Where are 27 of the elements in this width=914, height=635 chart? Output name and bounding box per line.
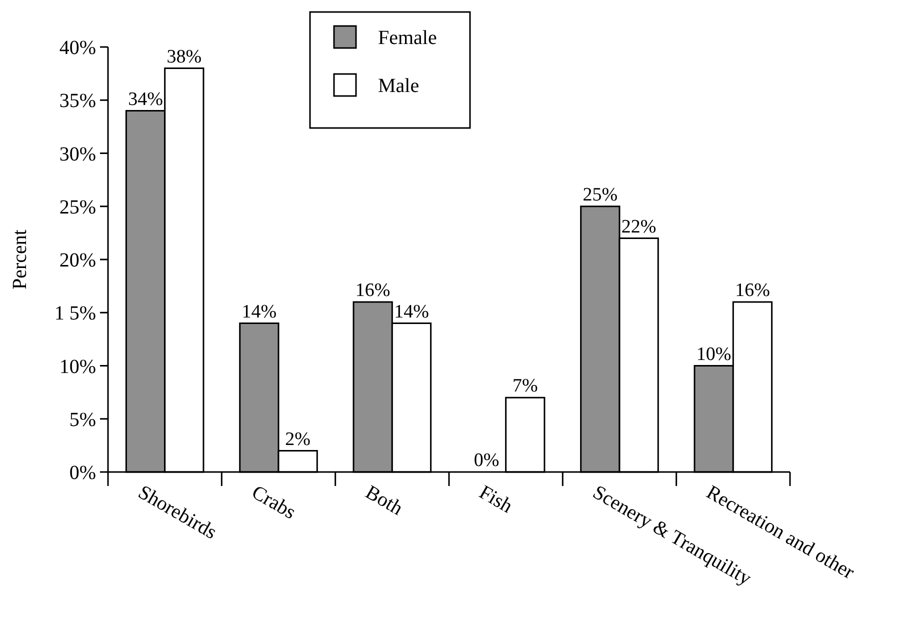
x-tick-label: Both bbox=[362, 481, 406, 520]
data-label: 14% bbox=[394, 301, 430, 322]
data-label: 10% bbox=[696, 344, 732, 365]
x-tick-label: Crabs bbox=[248, 481, 300, 524]
data-label: 7% bbox=[512, 376, 538, 397]
data-label: 38% bbox=[166, 46, 202, 68]
y-tick-label: 30% bbox=[59, 143, 96, 166]
data-label: 2% bbox=[285, 428, 311, 450]
y-tick-label: 10% bbox=[59, 356, 96, 378]
y-axis-title: Percent bbox=[9, 229, 31, 290]
y-tick-label: 35% bbox=[59, 90, 96, 112]
y-tick-label: 25% bbox=[59, 196, 96, 218]
y-tick-label: 1 5% bbox=[54, 302, 96, 325]
y-tick-label: 20% bbox=[59, 250, 96, 272]
data-label: 34% bbox=[128, 88, 164, 110]
x-tick-label: Fish bbox=[475, 481, 516, 518]
data-label: 22% bbox=[621, 216, 656, 238]
y-tick-label: 5% bbox=[69, 408, 96, 431]
data-label: 16% bbox=[735, 280, 770, 301]
data-label: 16% bbox=[355, 280, 390, 301]
data-label: 25% bbox=[582, 184, 618, 206]
data-label: 14% bbox=[242, 301, 277, 322]
y-tick-label: 40% bbox=[59, 37, 96, 59]
legend-label: Female bbox=[378, 27, 437, 49]
data-label: 0% bbox=[474, 450, 500, 471]
legend-label: Male bbox=[378, 75, 420, 97]
y-tick-label: 0% bbox=[69, 462, 96, 484]
